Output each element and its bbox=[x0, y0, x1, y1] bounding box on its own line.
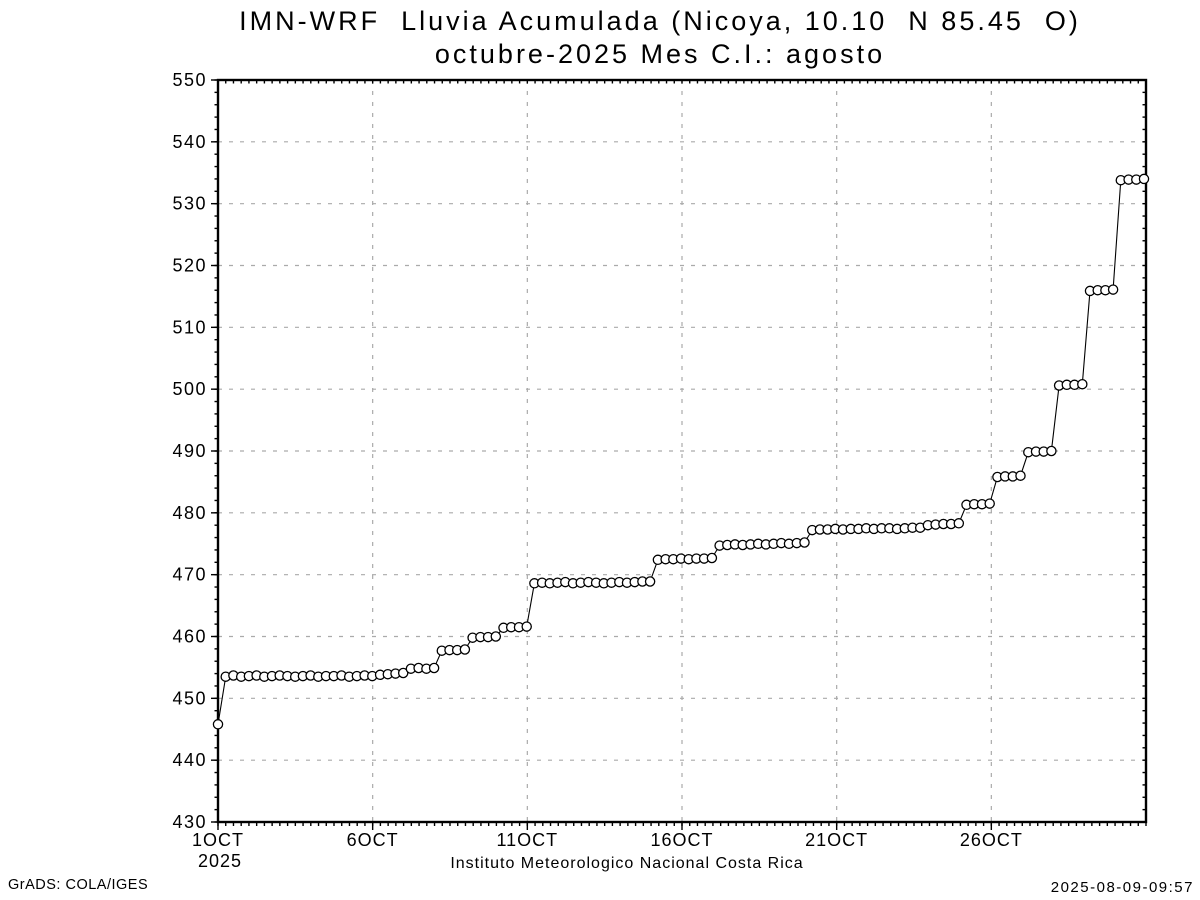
axis-ticks bbox=[211, 79, 1147, 830]
grads-credit: GrADS: COLA/IGES bbox=[8, 877, 149, 893]
x-tick-label: 21OCT bbox=[805, 830, 868, 850]
data-point bbox=[1138, 173, 1150, 185]
data-point bbox=[953, 518, 965, 529]
data-point bbox=[1015, 470, 1026, 481]
x-tick-label: 11OCT bbox=[496, 830, 558, 850]
data-point bbox=[212, 719, 224, 730]
y-tick-label: 450 bbox=[172, 688, 207, 708]
axis-labels: 430 440 450 460 470 480 490 500 510 520 530 540 550 1… bbox=[172, 70, 1023, 871]
x-tick-label: 26OCT bbox=[960, 830, 1023, 850]
data-point bbox=[984, 498, 995, 509]
y-tick-label: 530 bbox=[172, 194, 207, 214]
data-point bbox=[397, 667, 409, 679]
y-tick-label: 470 bbox=[172, 565, 207, 585]
footer-institute: Instituto Meteorologico Nacional Costa R… bbox=[450, 855, 804, 872]
chart-subtitle: octubre-2025 Mes C.I.: agosto bbox=[434, 39, 886, 69]
data-point bbox=[1077, 378, 1088, 390]
chart-title: IMN-WRF Lluvia Acumulada (Nicoya, 10.10 … bbox=[239, 6, 1081, 36]
data-point bbox=[459, 644, 471, 655]
x-tick-sublabel: 2025 bbox=[198, 851, 242, 871]
y-tick-label: 500 bbox=[172, 379, 207, 399]
data-point bbox=[1107, 284, 1119, 295]
title-block: IMN-WRF Lluvia Acumulada (Nicoya, 10.10 … bbox=[120, 5, 1200, 71]
y-tick-label: 520 bbox=[172, 256, 207, 276]
data-point bbox=[644, 576, 656, 587]
data-point bbox=[490, 631, 502, 642]
x-tick-label: 6OCT bbox=[347, 830, 399, 850]
x-tick-label: 1OCT bbox=[192, 830, 244, 850]
gridlines bbox=[218, 80, 1146, 822]
data-point bbox=[799, 537, 810, 548]
y-tick-label: 490 bbox=[172, 441, 207, 461]
data-point bbox=[706, 552, 718, 564]
plot-border bbox=[216, 78, 1148, 824]
y-tick-label: 430 bbox=[172, 812, 207, 832]
data-points bbox=[212, 173, 1150, 730]
y-tick-label: 510 bbox=[172, 317, 207, 337]
y-tick-label: 440 bbox=[172, 750, 207, 770]
data-point bbox=[521, 621, 532, 632]
y-tick-label: 540 bbox=[172, 132, 207, 152]
y-tick-label: 550 bbox=[172, 70, 207, 90]
x-tick-label: 16OCT bbox=[650, 830, 713, 850]
y-tick-label: 480 bbox=[172, 503, 207, 523]
render-timestamp: 2025-08-09-09:57 bbox=[1050, 879, 1194, 896]
data-point bbox=[1046, 445, 1057, 457]
data-point bbox=[428, 662, 440, 674]
y-tick-label: 460 bbox=[172, 627, 207, 647]
